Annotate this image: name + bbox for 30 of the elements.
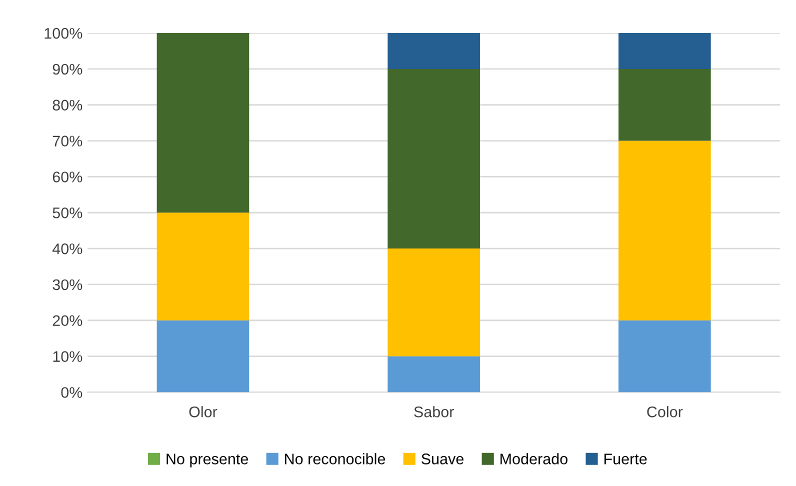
bar	[618, 68, 711, 141]
bar	[388, 356, 480, 392]
bar	[156, 212, 250, 320]
bar	[618, 33, 711, 69]
legend-label: Moderado	[500, 453, 568, 464]
y-tick-label: 90%	[52, 64, 82, 75]
legend-label: Suave	[422, 454, 464, 464]
bar	[388, 33, 480, 69]
bar	[156, 33, 250, 213]
y-tick-label: 100%	[44, 28, 82, 39]
y-tick-label: 50%	[52, 207, 82, 218]
legend-label: Fuerte	[604, 454, 647, 464]
y-tick-label: 10%	[53, 351, 82, 362]
y-tick-label: 70%	[52, 136, 82, 146]
bar	[388, 248, 480, 356]
bar	[156, 320, 250, 392]
y-tick-label: 60%	[52, 172, 82, 182]
y-tick-label: 30%	[52, 279, 82, 290]
bar	[618, 320, 711, 392]
legend-label: No reconocible	[285, 453, 386, 464]
legend-label: No presente	[166, 454, 248, 468]
bar	[388, 68, 480, 249]
x-tick-label: Sabor	[414, 406, 454, 418]
y-tick-label: 20%	[52, 315, 82, 326]
y-tick-label: 0%	[61, 387, 82, 398]
y-tick-label: 40%	[52, 243, 82, 254]
x-tick-label: Olor	[189, 406, 218, 418]
bar	[618, 140, 711, 320]
y-tick-label: 80%	[52, 100, 82, 111]
x-tick-label: Color	[647, 406, 683, 418]
